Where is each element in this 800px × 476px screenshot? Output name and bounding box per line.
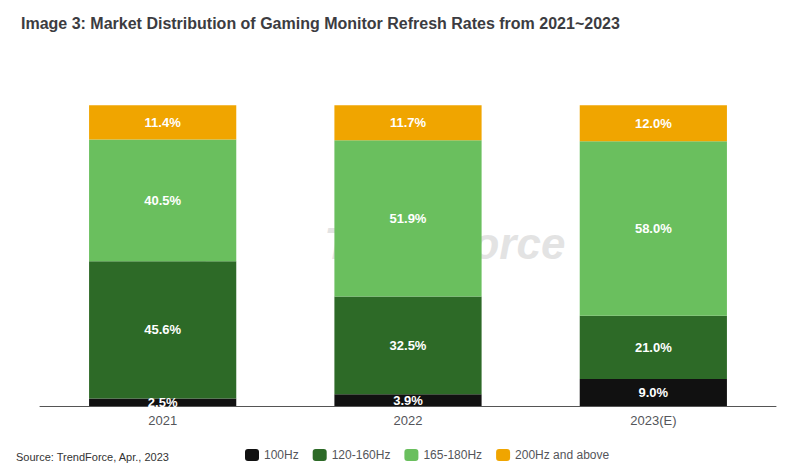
svg-text:45.6%: 45.6%: [144, 322, 181, 337]
svg-text:40.5%: 40.5%: [144, 193, 181, 208]
svg-text:200Hz and above: 200Hz and above: [515, 448, 609, 462]
svg-text:2022: 2022: [394, 413, 423, 428]
svg-text:Source: TrendForce, Apr., 2023: Source: TrendForce, Apr., 2023: [16, 451, 169, 463]
svg-text:120-160Hz: 120-160Hz: [332, 448, 391, 462]
svg-text:21.0%: 21.0%: [635, 340, 672, 355]
svg-text:11.4%: 11.4%: [145, 115, 182, 130]
svg-text:58.0%: 58.0%: [635, 221, 672, 236]
svg-text:3.9%: 3.9%: [393, 393, 423, 408]
svg-text:51.9%: 51.9%: [390, 211, 427, 226]
svg-text:32.5%: 32.5%: [390, 338, 427, 353]
svg-text:2021: 2021: [148, 413, 177, 428]
svg-text:2023(E): 2023(E): [630, 413, 676, 428]
svg-text:100Hz: 100Hz: [264, 448, 299, 462]
svg-text:Image 3: Market Distribution o: Image 3: Market Distribution of Gaming M…: [21, 15, 620, 32]
svg-text:2.5%: 2.5%: [148, 395, 178, 410]
svg-text:9.0%: 9.0%: [639, 385, 669, 400]
svg-text:11.7%: 11.7%: [390, 115, 427, 130]
svg-text:12.0%: 12.0%: [635, 116, 672, 131]
svg-text:165-180Hz: 165-180Hz: [423, 448, 482, 462]
